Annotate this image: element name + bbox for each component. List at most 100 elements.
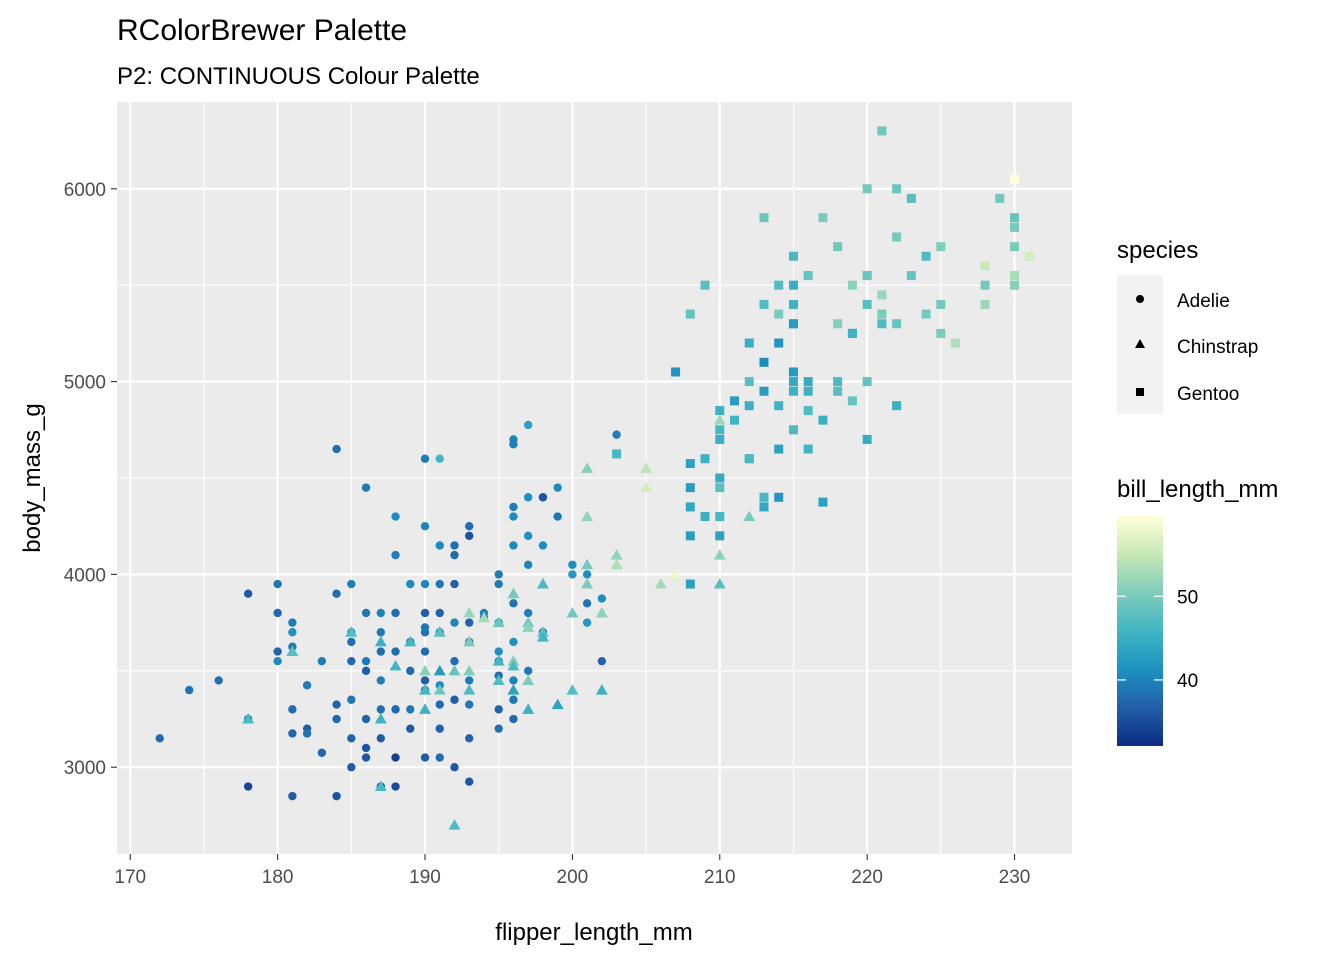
y-axis-title: body_mass_g [19, 403, 46, 552]
point-chinstrap [640, 481, 653, 493]
point-adelie [361, 608, 371, 618]
point-adelie [347, 734, 356, 743]
shape-legend-title: species [1117, 237, 1198, 264]
point-gentoo [788, 251, 798, 261]
point-adelie [523, 608, 533, 618]
point-adelie [361, 656, 371, 666]
point-gentoo [700, 512, 710, 522]
point-adelie [582, 599, 592, 608]
point-gentoo [788, 280, 798, 290]
point-adelie [273, 656, 282, 666]
point-gentoo [759, 357, 769, 367]
point-adelie [509, 512, 518, 521]
point-gentoo [892, 401, 902, 411]
point-adelie [347, 637, 356, 647]
point-gentoo [774, 401, 784, 411]
point-adelie [523, 666, 533, 676]
x-tick-label: 180 [262, 867, 294, 888]
point-gentoo [759, 492, 769, 502]
point-gentoo [744, 377, 754, 387]
point-gentoo [715, 434, 725, 444]
point-gentoo [788, 319, 798, 329]
point-adelie [406, 579, 415, 589]
point-gentoo [803, 386, 813, 396]
point-adelie [420, 608, 430, 618]
point-adelie [361, 753, 371, 762]
point-adelie [376, 676, 386, 685]
point-gentoo [774, 280, 784, 290]
point-adelie [435, 608, 444, 618]
point-adelie [332, 714, 341, 724]
point-adelie [420, 623, 430, 632]
point-adelie [361, 666, 371, 676]
point-chinstrap [654, 578, 667, 589]
point-gentoo [936, 299, 946, 309]
point-chinstrap [433, 684, 446, 695]
point-gentoo [862, 377, 872, 387]
point-adelie [332, 700, 341, 709]
point-gentoo [730, 396, 740, 406]
color-legend-title: bill_length_mm [1117, 476, 1278, 503]
point-adelie [361, 483, 371, 492]
point-adelie [494, 647, 503, 656]
point-adelie [420, 579, 430, 589]
point-adelie [509, 676, 518, 685]
x-tick-label: 210 [704, 867, 736, 888]
point-adelie [553, 512, 562, 521]
point-gentoo [715, 473, 725, 483]
point-adelie [435, 753, 444, 762]
point-adelie [376, 734, 386, 743]
point-gentoo [685, 531, 695, 541]
x-tick-label: 220 [851, 867, 883, 888]
point-gentoo [685, 579, 695, 589]
point-adelie [391, 550, 400, 560]
point-chinstrap [551, 698, 564, 710]
point-adelie [450, 695, 459, 704]
point-gentoo [818, 497, 828, 507]
point-adelie [553, 483, 562, 492]
point-adelie [391, 753, 400, 762]
point-chinstrap [492, 655, 505, 666]
point-chinstrap [713, 578, 726, 589]
point-chinstrap [522, 621, 535, 632]
point-adelie [450, 618, 459, 627]
point-adelie [509, 714, 518, 724]
point-gentoo [847, 280, 857, 290]
point-adelie [347, 579, 356, 589]
point-adelie [361, 714, 371, 724]
point-adelie [214, 676, 223, 685]
point-gentoo [700, 280, 710, 290]
point-adelie [243, 782, 253, 791]
point-adelie [288, 791, 297, 801]
point-adelie [450, 541, 459, 550]
point-chinstrap [463, 606, 476, 618]
point-gentoo [685, 459, 695, 469]
point-gentoo [788, 377, 798, 387]
point-adelie [494, 579, 503, 589]
point-chinstrap [610, 558, 623, 570]
point-adelie [376, 647, 386, 656]
point-gentoo [715, 406, 725, 416]
point-adelie [317, 748, 327, 757]
point-chinstrap [595, 684, 608, 695]
point-gentoo [1010, 280, 1020, 290]
point-chinstrap [743, 510, 756, 522]
point-adelie [509, 599, 518, 608]
point-gentoo [744, 338, 754, 348]
point-gentoo [877, 309, 887, 319]
point-gentoo [847, 396, 857, 406]
point-chinstrap [522, 703, 535, 714]
point-gentoo [877, 319, 887, 329]
data-points [155, 126, 1034, 830]
point-chinstrap [713, 549, 726, 560]
point-gentoo [818, 415, 828, 425]
point-adelie [347, 695, 356, 704]
point-gentoo [759, 502, 769, 512]
point-chinstrap [242, 713, 255, 724]
point-gentoo [1010, 242, 1020, 252]
point-chinstrap [492, 616, 505, 628]
point-adelie [155, 734, 164, 743]
colorbar-label: 40 [1177, 671, 1198, 692]
point-adelie [523, 560, 533, 569]
